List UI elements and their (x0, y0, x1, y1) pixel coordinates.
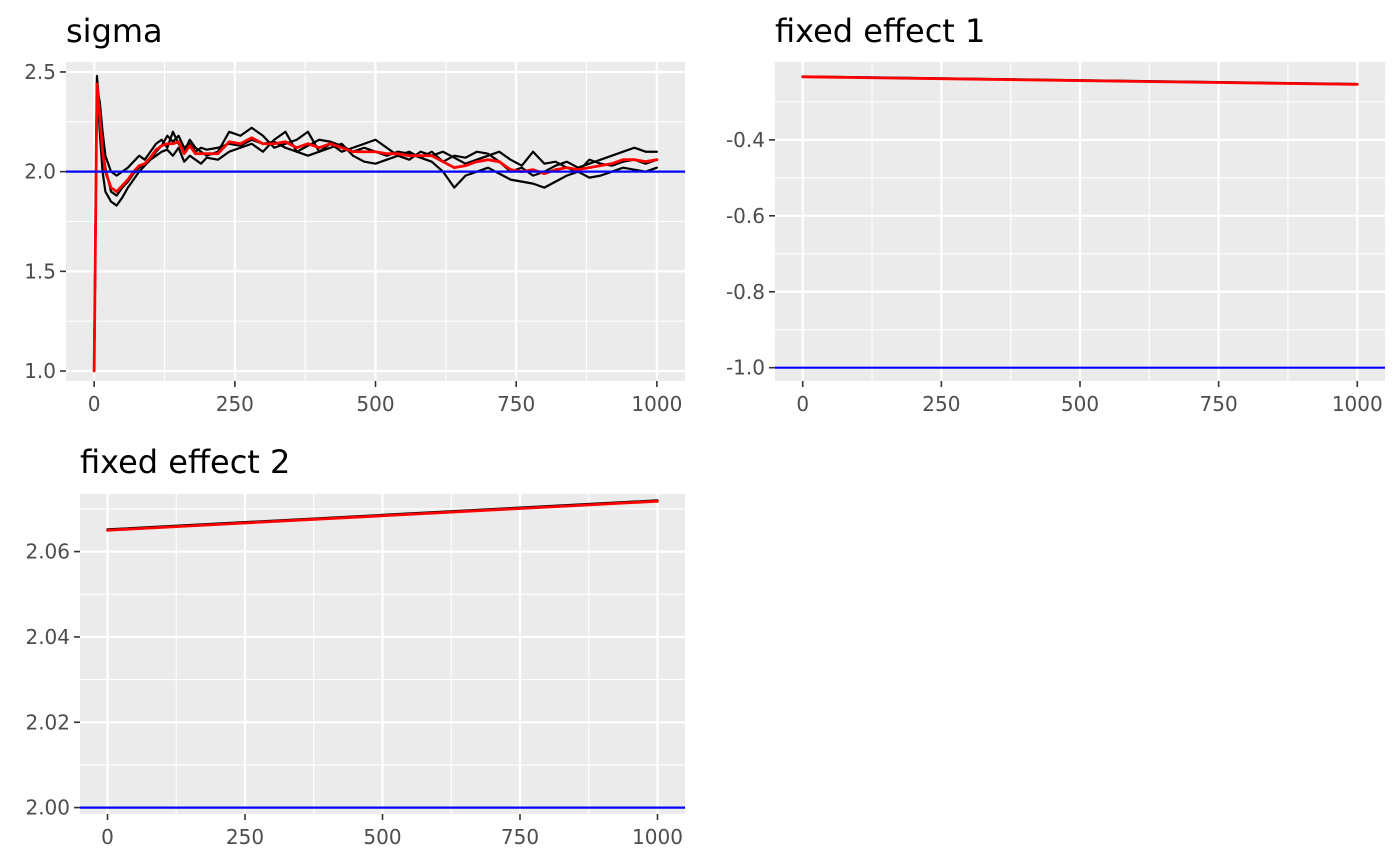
x-tick-label: 750 (1200, 392, 1238, 416)
y-tick-label: -0.6 (726, 204, 765, 228)
x-tick-label: 750 (497, 392, 535, 416)
x-tick-label: 1000 (1332, 392, 1383, 416)
panel-2: fixed effect 1 0 250 500 750 1000 -1.0 -0.8 -0.6… (726, 12, 1385, 416)
axes: 0 250 500 750 1000 1.0 1.5 2.0 2.5 (24, 60, 682, 416)
y-tick-label: 2.06 (25, 540, 70, 564)
x-tick-label: 500 (363, 825, 401, 849)
panel-1: sigma 0 250 500 750 1000 1.0 1.5 2.0 2.5 (24, 12, 685, 416)
chain-series-line (93, 86, 658, 373)
y-tick-label: 2.04 (25, 625, 70, 649)
x-tick-label: 1000 (631, 392, 682, 416)
x-tick-label: 0 (796, 392, 809, 416)
y-tick-label: 2.00 (25, 796, 70, 820)
y-tick-label: -1.0 (726, 356, 765, 380)
x-tick-label: 0 (88, 392, 101, 416)
x-tick-label: 1000 (632, 825, 683, 849)
x-tick-label: 500 (1061, 392, 1099, 416)
plot-area (66, 74, 685, 373)
panels: sigma 0 250 500 750 1000 1.0 1.5 2.0 2.5 fixed eff… (24, 12, 1385, 849)
axes: 0 250 500 750 1000 -1.0 -0.8 -0.6 -0.4 (726, 128, 1383, 416)
x-tick-label: 250 (216, 392, 254, 416)
y-tick-label: 1.5 (24, 259, 56, 283)
mean-series-line (801, 75, 1359, 86)
y-tick-label: 2.02 (25, 710, 70, 734)
plot-area (775, 75, 1385, 369)
y-tick-label: 2.5 (24, 60, 56, 84)
x-tick-label: 750 (501, 825, 539, 849)
panel-title: fixed effect 2 (80, 443, 290, 481)
plot-area (80, 499, 685, 809)
y-tick-label: 1.0 (24, 359, 56, 383)
x-tick-label: 0 (101, 825, 114, 849)
x-tick-label: 250 (922, 392, 960, 416)
axes: 0 250 500 750 1000 2.00 2.02 2.04 2.06 (25, 540, 682, 849)
panel-title: fixed effect 1 (775, 12, 985, 50)
y-tick-label: -0.8 (726, 280, 765, 304)
x-tick-label: 500 (356, 392, 394, 416)
gridlines (775, 62, 1385, 381)
panel-title: sigma (66, 12, 163, 50)
chain-series-line (93, 80, 658, 373)
mean-series-line (106, 499, 659, 532)
x-tick-label: 250 (226, 825, 264, 849)
y-tick-label: -0.4 (726, 128, 765, 152)
y-tick-label: 2.0 (24, 160, 56, 184)
panel-3: fixed effect 2 0 250 500 750 1000 2.00 2.02 2.04… (25, 443, 685, 849)
